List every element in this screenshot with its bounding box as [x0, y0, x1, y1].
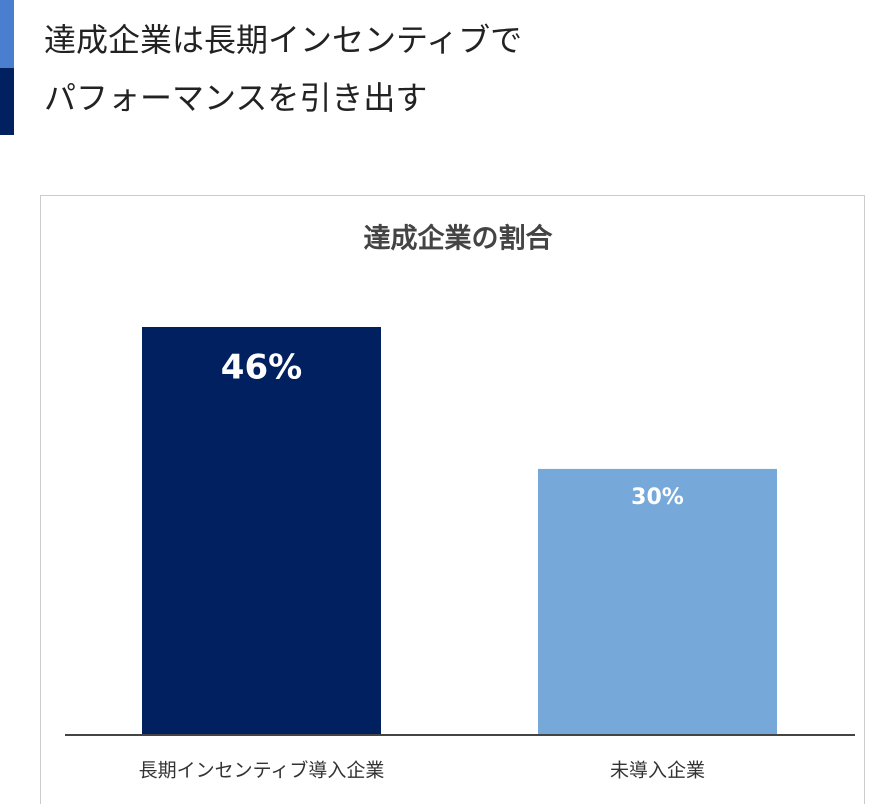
accent-bottom	[0, 68, 14, 135]
accent-top	[0, 0, 14, 68]
x-tick-label: 未導入企業	[610, 760, 705, 782]
x-tick-label: 長期インセンティブ導入企業	[139, 759, 385, 782]
heading-line: 達成企業は長期インセンティブで	[44, 21, 522, 59]
bar	[538, 468, 777, 735]
data-label: 46%	[221, 348, 302, 388]
data-label: 30%	[631, 485, 684, 510]
bar	[142, 327, 381, 735]
heading-line: パフォーマンスを引き出す	[44, 79, 427, 117]
chart-title: 達成企業の割合	[364, 223, 553, 255]
